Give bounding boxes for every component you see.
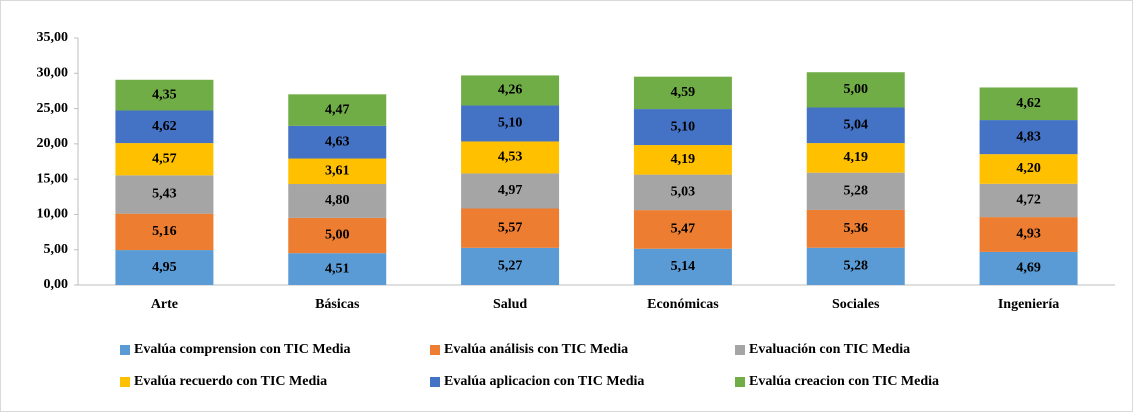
data-label: 4,26 — [498, 83, 523, 98]
bar-segment — [633, 145, 732, 175]
data-label: 4,83 — [1016, 129, 1041, 144]
x-tick-label: Sociales — [832, 297, 880, 312]
y-tick-label: 5,00 — [44, 242, 69, 257]
y-tick-label: 30,00 — [37, 66, 69, 81]
data-label: 4,63 — [325, 134, 350, 149]
bar-segment — [979, 154, 1078, 184]
data-label: 4,20 — [1016, 161, 1041, 176]
bar-segment — [806, 172, 905, 210]
bar-segment — [979, 87, 1078, 121]
legend-swatch — [120, 377, 130, 387]
data-label: 5,10 — [498, 116, 523, 131]
bar-segment — [115, 213, 214, 251]
bar-segment — [115, 250, 214, 285]
legend-label: Evalúa recuerdo con TIC Media — [134, 374, 327, 389]
y-tick-label: 25,00 — [37, 101, 69, 116]
bar-segment — [633, 174, 732, 211]
data-label: 4,72 — [1016, 193, 1041, 208]
bar-segment — [979, 217, 1078, 252]
legend-label: Evalúa creacion con TIC Media — [749, 374, 939, 389]
data-label: 4,62 — [1016, 96, 1041, 111]
bar-segment — [806, 247, 905, 285]
bar-segment — [979, 251, 1078, 285]
data-label: 3,61 — [325, 163, 350, 178]
legend-label: Evaluación con TIC Media — [749, 342, 910, 357]
data-label: 4,19 — [671, 152, 696, 167]
data-label: 4,93 — [1016, 227, 1041, 242]
data-label: 5,14 — [671, 259, 696, 274]
data-label: 5,28 — [844, 259, 869, 274]
bar-segment — [979, 120, 1078, 155]
data-label: 4,95 — [152, 260, 177, 275]
bar-segment — [115, 175, 214, 214]
bar-segment — [806, 209, 905, 248]
data-label: 4,69 — [1016, 261, 1041, 276]
data-label: 4,47 — [325, 102, 350, 117]
bar-segment — [461, 208, 560, 248]
data-label: 5,00 — [844, 82, 869, 97]
data-label: 5,43 — [152, 187, 177, 202]
data-label: 5,36 — [844, 221, 869, 236]
legend-swatch — [735, 345, 745, 355]
y-tick-label: 35,00 — [37, 30, 69, 45]
bar-segment — [979, 183, 1078, 218]
bar-segment — [806, 72, 905, 108]
legend-label: Evalúa comprension con TIC Media — [134, 342, 351, 357]
legend-label: Evalúa análisis con TIC Media — [444, 342, 628, 357]
data-label: 5,27 — [498, 259, 523, 274]
legend-label: Evalúa aplicacion con TIC Media — [444, 374, 644, 389]
bar-segment — [633, 210, 732, 249]
y-tick-label: 20,00 — [37, 136, 69, 151]
data-label: 5,10 — [671, 119, 696, 134]
bar-segment — [806, 107, 905, 144]
y-tick-label: 10,00 — [37, 207, 69, 222]
data-label: 4,59 — [671, 85, 696, 100]
data-label: 4,35 — [152, 87, 177, 102]
data-label: 4,57 — [152, 151, 177, 166]
bar-segment — [461, 173, 560, 209]
legend-swatch — [430, 345, 440, 355]
bar-segment — [288, 125, 387, 159]
bar-segment — [461, 247, 560, 285]
data-label: 4,53 — [498, 150, 523, 165]
bar-segment — [633, 76, 732, 110]
data-label: 5,04 — [844, 118, 869, 133]
bar-segment — [115, 79, 214, 111]
data-label: 5,16 — [152, 224, 177, 239]
data-label: 4,51 — [325, 261, 350, 276]
bar-segment — [633, 109, 732, 146]
x-tick-label: Arte — [151, 297, 178, 312]
data-label: 5,47 — [671, 222, 696, 237]
bar-segment — [288, 184, 387, 218]
bar-segment — [288, 94, 387, 126]
x-tick-label: Económicas — [647, 297, 719, 312]
data-label: 5,28 — [844, 183, 869, 198]
x-tick-label: Ingeniería — [998, 297, 1059, 312]
data-label: 4,19 — [844, 150, 869, 165]
bar-segment — [461, 141, 560, 174]
bar-segment — [461, 75, 560, 106]
legend-swatch — [120, 345, 130, 355]
data-label: 4,80 — [325, 193, 350, 208]
bar-segment — [115, 110, 214, 144]
bar-segment — [461, 105, 560, 142]
y-tick-label: 0,00 — [44, 277, 69, 292]
x-tick-label: Básicas — [315, 297, 360, 312]
x-tick-label: Salud — [493, 297, 527, 312]
data-label: 5,57 — [498, 220, 523, 235]
data-label: 5,03 — [671, 185, 696, 200]
data-label: 5,00 — [325, 228, 350, 243]
legend-swatch — [735, 377, 745, 387]
bar-segment — [288, 217, 387, 254]
bar-segment — [288, 158, 387, 185]
data-label: 4,62 — [152, 119, 177, 134]
data-label: 4,97 — [498, 183, 523, 198]
legend-swatch — [430, 377, 440, 387]
bar-segment — [806, 143, 905, 173]
y-tick-label: 15,00 — [37, 171, 69, 186]
bar-segment — [633, 248, 732, 285]
bar-segment — [115, 143, 214, 176]
bar-segment — [288, 253, 387, 285]
